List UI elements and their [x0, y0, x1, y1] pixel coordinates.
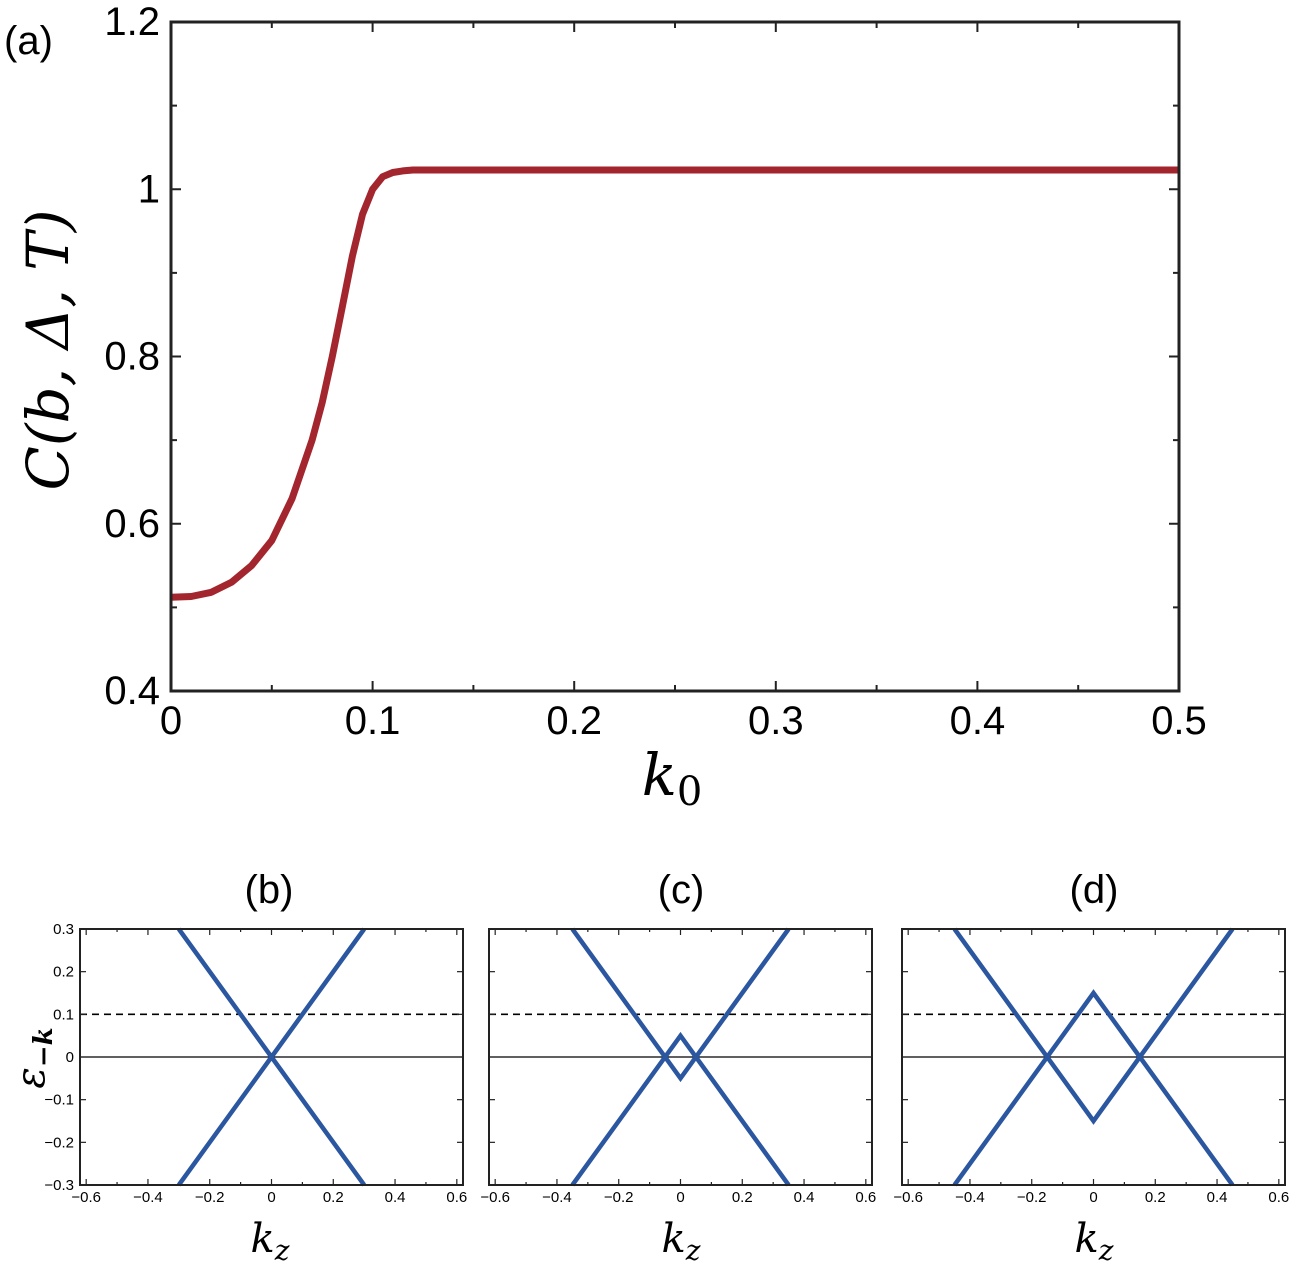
panel-c-xlabel-main: k — [661, 1216, 685, 1262]
a-ytick-label: 1.2 — [104, 0, 160, 44]
b-xtick-label: 0.2 — [323, 1189, 344, 1206]
b-xtick-label: −0.6 — [71, 1189, 101, 1206]
panel-a-label: (a) — [4, 19, 53, 63]
a-ytick-label: 0.4 — [104, 669, 160, 713]
panel-b: (b) −0.6 −0.4 −0.2 0 0.2 0.4 0.6 0.3 0.2 0.1 0 −0.1… — [8, 868, 467, 1263]
a-xtick-label: 0.3 — [748, 699, 804, 743]
c-xtick-label: 0.2 — [732, 1189, 753, 1206]
panel-c-xlabel: kz — [661, 1216, 700, 1263]
a-xtick-label: 0 — [160, 699, 182, 743]
panel-b-ylabel-sub: −k — [29, 1027, 59, 1067]
b-ytick-label: −0.2 — [44, 1134, 74, 1151]
b-ytick-label: 0 — [66, 1049, 74, 1066]
b-ytick-label: 0.1 — [53, 1006, 74, 1023]
panel-c-xlabel-sub: z — [685, 1234, 701, 1263]
d-xtick-label: 0.2 — [1145, 1189, 1166, 1206]
c-band-1 — [570, 927, 791, 1083]
panel-b-xlabel-sub: z — [274, 1234, 290, 1263]
c-xtick-label: −0.4 — [542, 1189, 572, 1206]
panel-d-frame — [901, 928, 1286, 1186]
panel-b-ylabel: ε−k — [8, 1027, 59, 1088]
panel-b-xlabel: kz — [250, 1216, 289, 1263]
panel-a-xlabel: k0 — [642, 741, 703, 815]
b-ytick-label: 0.2 — [53, 964, 74, 981]
d-xtick-label: −0.6 — [893, 1189, 923, 1206]
panel-a: (a) 0 0.1 0.2 0.3 0.4 0.50.40.60.811.2 k0 C(b… — [4, 0, 1207, 815]
b-ytick-label: −0.3 — [44, 1177, 74, 1194]
panel-c: (c) −0.6 −0.4 −0.2 0 0.2 0.4 0.6 kz — [480, 868, 876, 1263]
a-xtick-label: 0.5 — [1151, 699, 1207, 743]
b-xtick-label: −0.2 — [195, 1189, 225, 1206]
d-band-1 — [952, 927, 1235, 1125]
b-ytick-label: −0.1 — [44, 1092, 74, 1109]
a-ytick-label: 1 — [138, 167, 160, 211]
a-xtick-label: 0.2 — [546, 699, 602, 743]
panel-a-xlabel-main: k — [642, 741, 677, 809]
b-xtick-label: 0.4 — [385, 1189, 406, 1206]
a-xtick-label: 0.1 — [345, 699, 401, 743]
c-xtick-label: −0.2 — [604, 1189, 634, 1206]
c-xtick-label: −0.6 — [480, 1189, 510, 1206]
c-xtick-label: 0.6 — [855, 1189, 876, 1206]
d-xtick-label: −0.4 — [955, 1189, 985, 1206]
panel-a-frame — [169, 20, 1181, 693]
panel-d-xlabel-main: k — [1074, 1216, 1098, 1262]
panel-b-ylabel-main: ε — [8, 1067, 54, 1088]
panel-c-label: (c) — [658, 868, 705, 912]
a-xtick-label: 0.4 — [950, 699, 1006, 743]
a-ytick-label: 0.8 — [104, 335, 160, 379]
d-xtick-label: 0 — [1089, 1189, 1097, 1206]
panel-d-label: (d) — [1070, 868, 1119, 912]
panel-d-xlabel: kz — [1074, 1216, 1113, 1263]
panel-a-ylabel: C(b, Δ, T) — [14, 209, 82, 490]
d-xtick-label: 0.6 — [1268, 1189, 1289, 1206]
panel-c-frame — [488, 928, 873, 1186]
d-xtick-label: 0.4 — [1207, 1189, 1228, 1206]
d-xtick-label: −0.2 — [1017, 1189, 1047, 1206]
c-xtick-label: 0.4 — [794, 1189, 815, 1206]
b-xtick-label: −0.4 — [133, 1189, 163, 1206]
a-series-line — [170, 166, 1179, 601]
d-band-2 — [952, 989, 1235, 1187]
c-band-2 — [570, 1031, 791, 1187]
panel-a-xlabel-sub: 0 — [677, 769, 702, 815]
c-xtick-label: 0 — [676, 1189, 684, 1206]
b-ytick-label: 0.3 — [53, 921, 74, 938]
panel-b-xlabel-main: k — [250, 1216, 274, 1262]
a-ytick-label: 0.6 — [104, 502, 160, 546]
b-band-2 — [176, 927, 367, 1187]
panel-d: (d) −0.6 −0.4 −0.2 0 0.2 0.4 0.6 kz — [893, 868, 1289, 1263]
panel-d-xlabel-sub: z — [1098, 1234, 1114, 1263]
panel-b-label: (b) — [245, 868, 294, 912]
panel-b-frame — [79, 928, 464, 1186]
b-xtick-label: 0 — [267, 1189, 275, 1206]
b-xtick-label: 0.6 — [446, 1189, 467, 1206]
